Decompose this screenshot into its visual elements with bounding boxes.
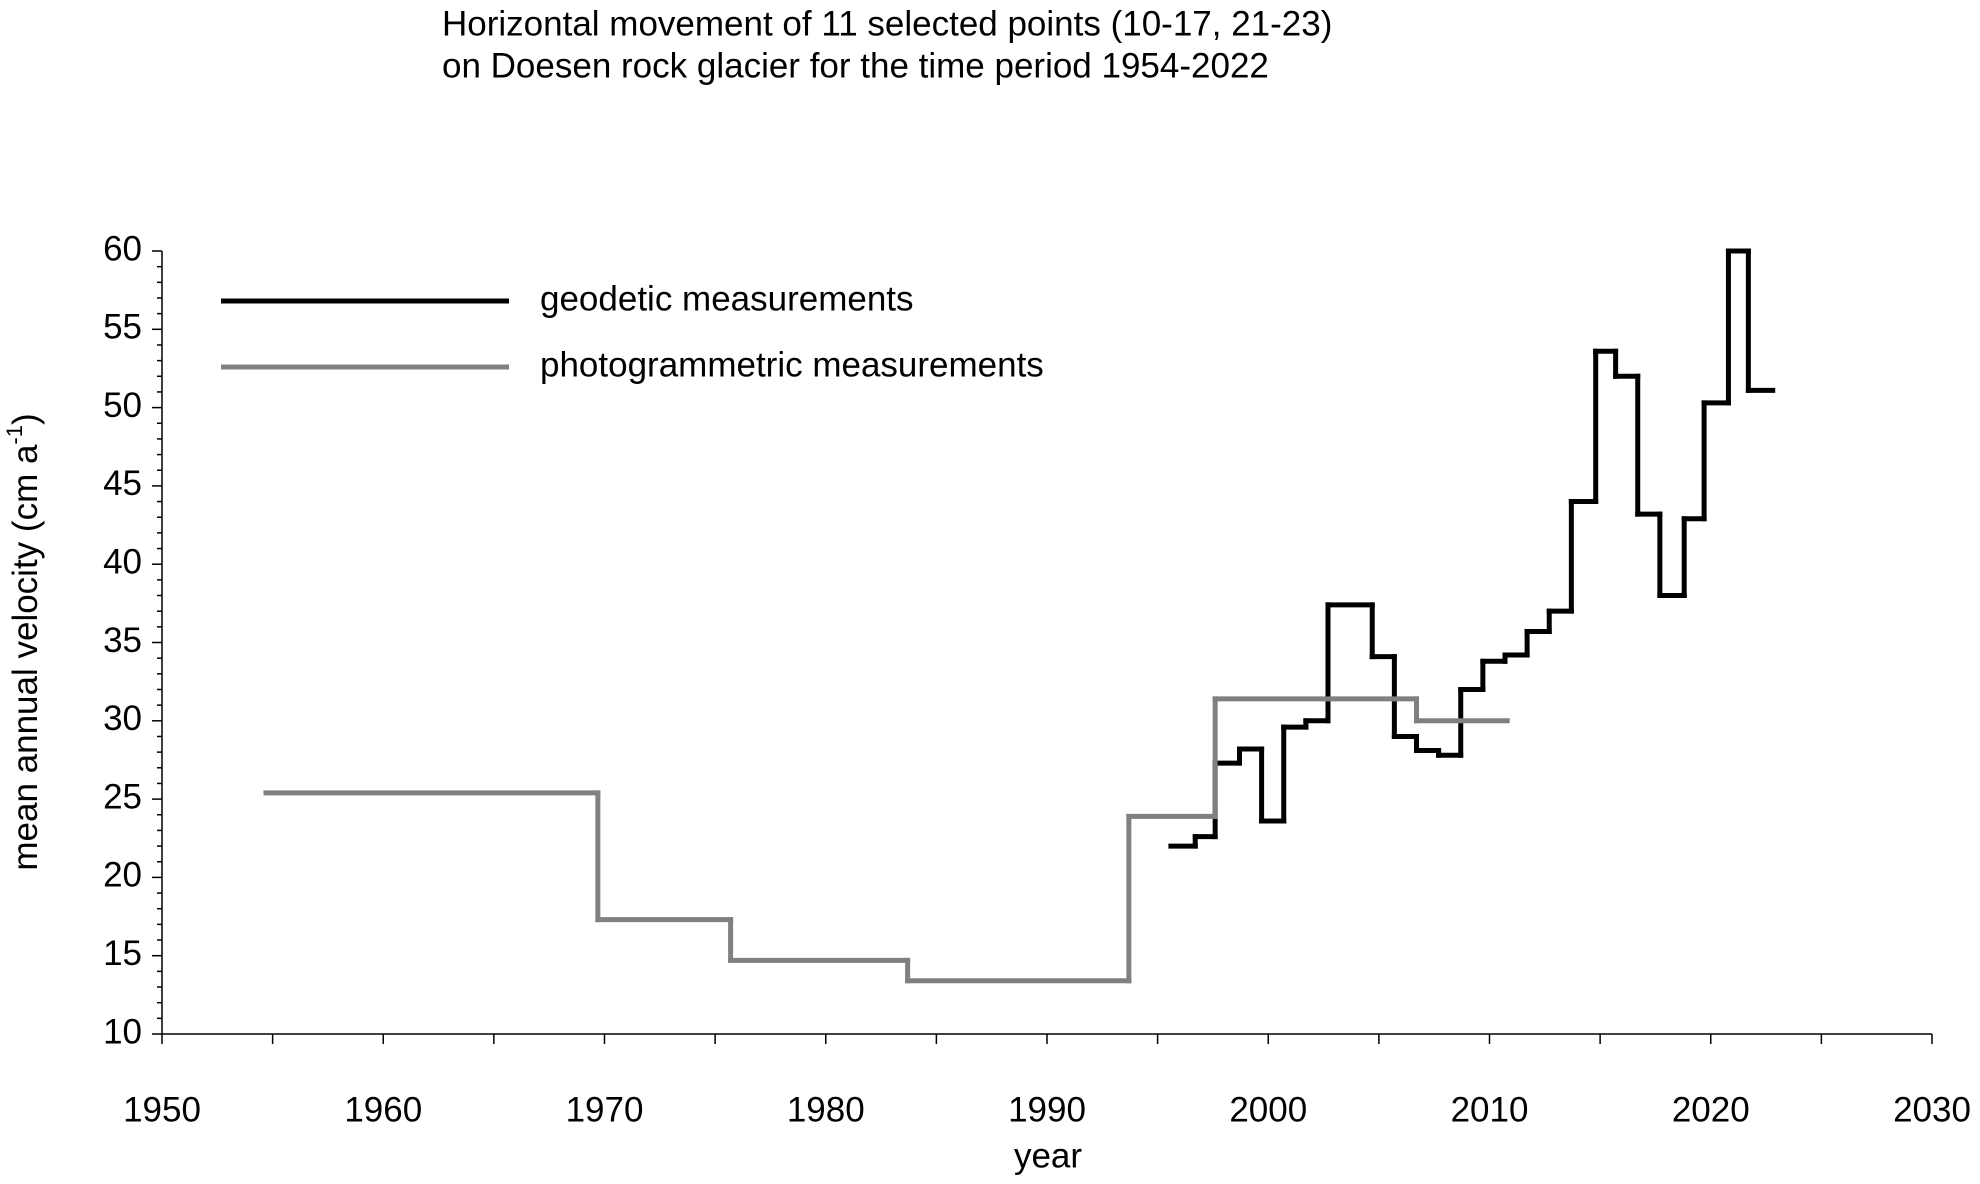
legend-label: geodetic measurements — [540, 279, 914, 318]
x-tick-label: 1970 — [566, 1090, 644, 1129]
x-tick-label: 1990 — [1008, 1090, 1086, 1129]
y-tick-label: 25 — [103, 777, 142, 816]
x-tick-label: 2000 — [1229, 1090, 1307, 1129]
x-axis-label: year — [1014, 1136, 1082, 1175]
y-tick-label: 15 — [103, 934, 142, 973]
y-tick-label: 30 — [103, 699, 142, 738]
y-tick-label: 35 — [103, 621, 142, 660]
y-axis-label: mean annual velocity (cm a-1) — [2, 413, 45, 870]
y-tick-label: 55 — [103, 308, 142, 347]
y-tick-label: 60 — [103, 229, 142, 268]
y-tick-label: 50 — [103, 386, 142, 425]
chart-title: Horizontal movement of 11 selected point… — [442, 4, 1332, 43]
y-tick-label: 20 — [103, 856, 142, 895]
y-tick-label: 10 — [103, 1012, 142, 1051]
x-tick-label: 2010 — [1451, 1090, 1529, 1129]
x-tick-label: 2030 — [1893, 1090, 1971, 1129]
y-axis-label-part: mean annual velocity (cm a — [6, 444, 45, 871]
y-axis-label-sup: -1 — [2, 425, 27, 445]
legend-label: photogrammetric measurements — [540, 345, 1044, 384]
y-tick-label: 45 — [103, 464, 142, 503]
x-tick-label: 2020 — [1672, 1090, 1750, 1129]
chart-title: on Doesen rock glacier for the time peri… — [442, 46, 1269, 85]
x-tick-label: 1980 — [787, 1090, 865, 1129]
y-axis-label-part: ) — [6, 413, 45, 425]
x-tick-label: 1960 — [344, 1090, 422, 1129]
y-tick-label: 40 — [103, 542, 142, 581]
x-tick-label: 1950 — [123, 1090, 201, 1129]
